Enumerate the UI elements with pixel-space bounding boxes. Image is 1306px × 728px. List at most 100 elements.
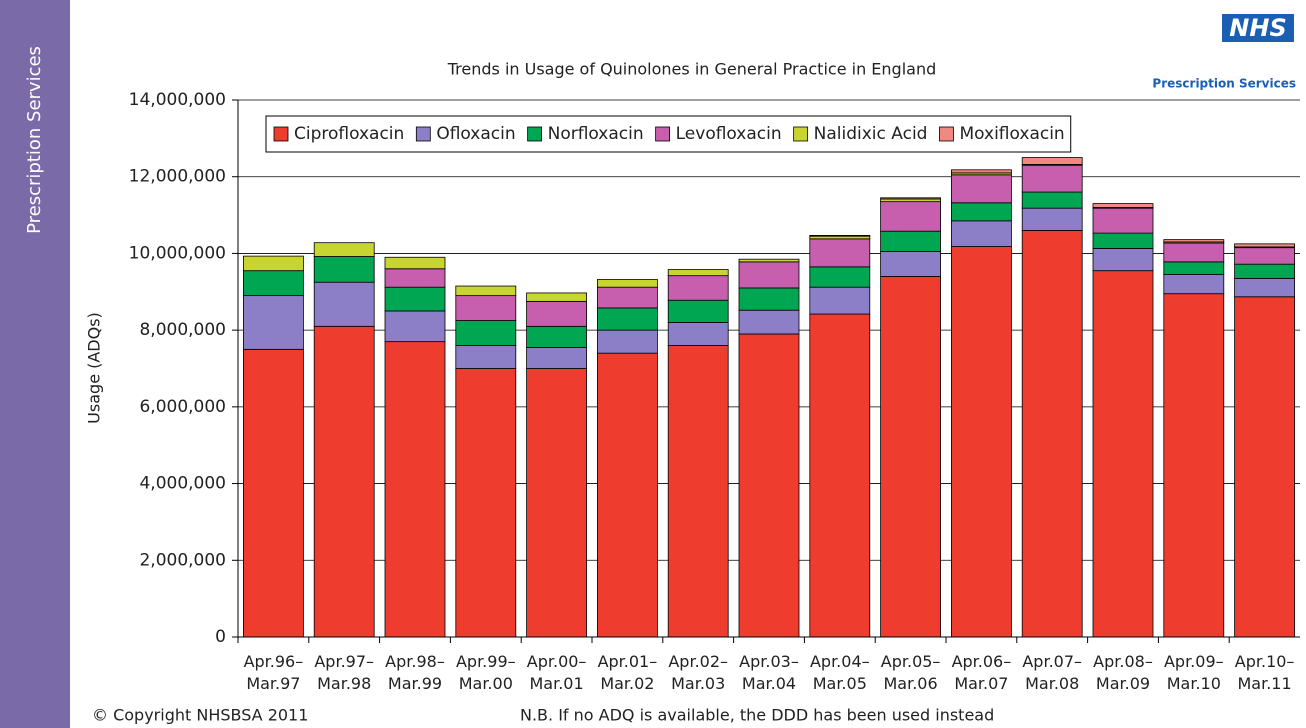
x-tick-line: Apr.00–: [527, 652, 587, 671]
bar-segment: [738, 287, 800, 311]
bar-segment: [1092, 207, 1154, 234]
bar-segment: [738, 258, 800, 263]
bar-segment: [313, 281, 375, 327]
x-tick-label: Apr.02– Mar.03: [668, 652, 728, 693]
bar-segment: [384, 256, 446, 270]
legend-label: Moxifloxacin: [959, 124, 1064, 144]
x-tick-line: Apr.04–: [810, 652, 870, 671]
logo-box: [1222, 14, 1294, 42]
bar-segment: [597, 286, 658, 309]
bar-segment: [738, 333, 800, 638]
x-tick-line: Mar.98: [317, 674, 371, 693]
bar-segment: [951, 202, 1012, 222]
bar-segment: [1092, 270, 1154, 638]
bar-segment: [597, 352, 658, 638]
bar-segment: [1092, 232, 1154, 249]
bar-segment: [809, 238, 871, 268]
bar-segment: [313, 242, 375, 257]
bar-segment: [667, 345, 729, 638]
bar-segment: [738, 261, 800, 289]
bar-segment: [1163, 293, 1225, 638]
chart-title: Trends in Usage of Quinolones in General…: [447, 60, 937, 79]
bar-segment: [809, 235, 871, 237]
x-tick-label: Apr.04– Mar.05: [810, 652, 870, 693]
bar-segment: [455, 368, 517, 638]
bar-segment: [384, 268, 446, 288]
x-tick-label: Apr.10– Mar.11: [1235, 652, 1295, 693]
bar-segment: [809, 266, 871, 288]
bar-segment: [951, 246, 1012, 638]
legend-label: Ciprofloxacin: [294, 124, 404, 144]
x-tick-line: Mar.11: [1238, 674, 1292, 693]
bar-segment: [526, 368, 587, 638]
x-tick-label: Apr.07– Mar.08: [1022, 652, 1082, 693]
y-axis-label: Usage (ADQs): [85, 312, 104, 424]
x-tick-line: Mar.99: [388, 674, 442, 693]
bar-segment: [1234, 296, 1295, 638]
y-tick-label: 10,000,000: [129, 243, 226, 263]
x-tick-line: Mar.09: [1096, 674, 1150, 693]
x-tick-line: Apr.01–: [598, 652, 658, 671]
x-tick-line: Apr.97–: [314, 652, 374, 671]
bar-segment: [597, 279, 658, 288]
bar-segment: [597, 329, 658, 354]
legend-swatch: [273, 126, 289, 142]
legend-swatch: [527, 126, 543, 142]
x-tick-line: Apr.99–: [456, 652, 516, 671]
bar-segment: [242, 295, 304, 350]
bar-segment: [809, 235, 871, 240]
legend-label: Levofloxacin: [676, 124, 782, 144]
bar-segment: [667, 269, 729, 277]
legend-box: [265, 115, 1072, 153]
x-tick-label: Apr.00– Mar.01: [527, 652, 587, 693]
x-tick-line: Mar.06: [884, 674, 938, 693]
bar-segment: [1234, 247, 1295, 265]
bar-segment: [384, 310, 446, 343]
y-tick-label: 12,000,000: [129, 167, 226, 187]
bar-segment: [526, 347, 587, 369]
bar-segment: [880, 251, 941, 277]
bar-segment: [526, 325, 587, 348]
bar-segment: [242, 270, 304, 297]
legend-swatch: [793, 126, 809, 142]
bar-segment: [455, 285, 517, 297]
x-tick-label: Apr.03– Mar.04: [739, 652, 799, 693]
sidebar-band: [0, 0, 70, 728]
bar-segment: [667, 299, 729, 323]
bar-segment: [880, 276, 941, 638]
x-tick-line: Apr.06–: [952, 652, 1012, 671]
bar-segment: [526, 292, 587, 302]
bar-segment: [951, 169, 1012, 174]
bar-segment: [880, 230, 941, 252]
x-tick-label: Apr.98– Mar.99: [385, 652, 445, 693]
x-tick-label: Apr.05– Mar.06: [881, 652, 941, 693]
bar-segment: [1163, 261, 1225, 275]
bar-segment: [951, 220, 1012, 247]
bar-segment: [1163, 242, 1225, 263]
x-tick-label: Apr.96– Mar.97: [244, 652, 304, 693]
x-tick-line: Apr.03–: [739, 652, 799, 671]
y-tick-label: 0: [215, 627, 226, 647]
x-tick-line: Mar.00: [459, 674, 513, 693]
bar-segment: [597, 307, 658, 331]
bar-segment: [880, 198, 941, 203]
bar-segment: [809, 313, 871, 638]
bar-segment: [455, 320, 517, 346]
x-tick-line: Mar.10: [1167, 674, 1221, 693]
bar-segment: [1092, 203, 1154, 208]
x-tick-label: Apr.99– Mar.00: [456, 652, 516, 693]
legend-label: Norfloxacin: [548, 124, 644, 144]
bar-segment: [1163, 274, 1225, 295]
x-tick-line: Mar.03: [671, 674, 725, 693]
sidebar-text: Prescription Services: [24, 46, 45, 234]
x-tick-line: Apr.98–: [385, 652, 445, 671]
bar-segment: [667, 275, 729, 301]
x-tick-line: Mar.05: [813, 674, 867, 693]
x-tick-line: Apr.96–: [244, 652, 304, 671]
bar-segment: [880, 197, 941, 200]
bar-segment: [384, 286, 446, 312]
bar-segment: [455, 295, 517, 321]
y-tick-label: 6,000,000: [139, 397, 226, 417]
bar-segment: [1163, 239, 1225, 243]
